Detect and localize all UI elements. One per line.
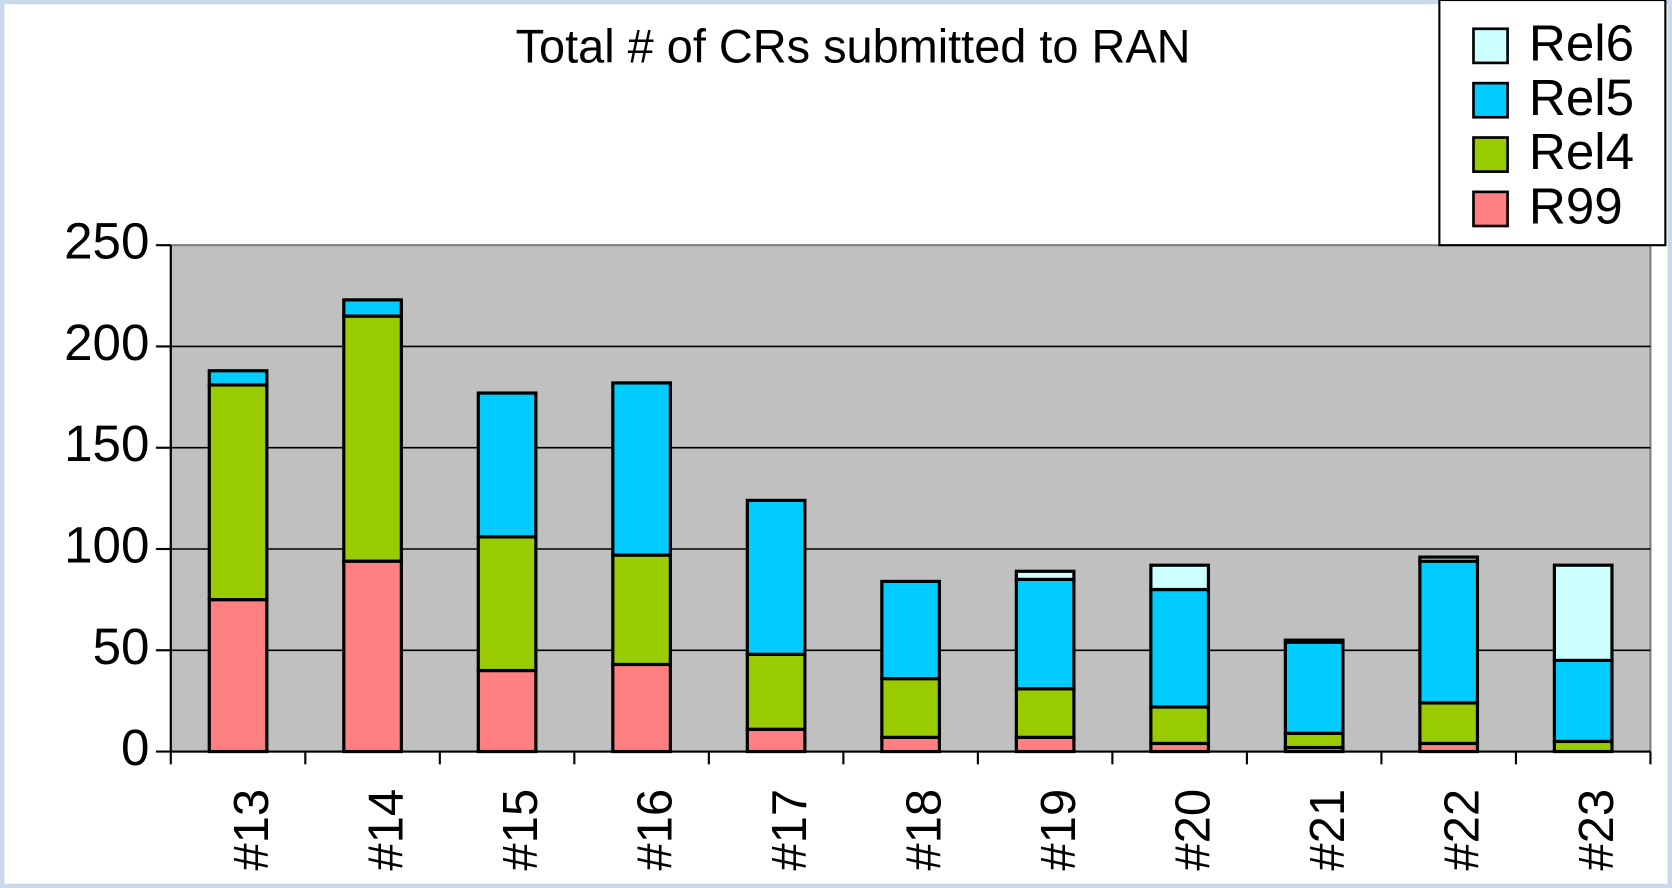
bar-segment xyxy=(1014,735,1076,754)
bar-segment xyxy=(880,579,942,681)
legend-label: Rel6 xyxy=(1529,14,1634,71)
y-tick-label: 200 xyxy=(64,314,149,371)
legend-swatch xyxy=(1472,27,1509,65)
bar-segment xyxy=(207,383,269,602)
x-tick-label: #13 xyxy=(225,789,279,871)
y-tick-label: 50 xyxy=(93,618,150,675)
bar-segment xyxy=(342,298,403,318)
x-tick-label: #18 xyxy=(898,789,952,871)
bar-segment xyxy=(1283,638,1345,644)
bar-segment xyxy=(1149,705,1211,746)
bar-segment xyxy=(880,735,942,754)
y-tick-label: 0 xyxy=(121,719,149,776)
bar-segment xyxy=(745,652,807,731)
bar-segment xyxy=(1149,563,1211,592)
bar-segment xyxy=(476,535,538,673)
bar-segment xyxy=(1552,563,1614,663)
bar-segment xyxy=(1418,701,1480,746)
x-tick-label: #22 xyxy=(1436,789,1490,871)
bar-segment xyxy=(611,553,672,667)
y-tick-label: 150 xyxy=(64,415,149,472)
legend-swatch xyxy=(1472,81,1509,119)
x-tick-label: #14 xyxy=(360,789,414,871)
x-tick-label: #23 xyxy=(1570,789,1624,871)
x-tick-label: #21 xyxy=(1301,789,1355,871)
bar-segment xyxy=(207,369,269,387)
bar-segment xyxy=(342,314,403,563)
bar-segment xyxy=(1283,731,1345,750)
bar-segment xyxy=(1418,555,1480,563)
bar-segment xyxy=(207,598,269,754)
bar-segment xyxy=(745,498,807,656)
bar-segment xyxy=(1014,687,1076,739)
bar-segment xyxy=(342,559,403,754)
y-tick-label: 100 xyxy=(64,517,149,574)
bar-segment xyxy=(1283,640,1345,735)
bar-segment xyxy=(745,727,807,754)
bar-segment xyxy=(1014,577,1076,691)
bar-segment xyxy=(1014,569,1076,581)
x-tick-label: #17 xyxy=(763,789,817,871)
chart-title: Total # of CRs submitted to RAN xyxy=(516,20,1191,72)
bar-segment xyxy=(611,381,672,557)
legend-label: R99 xyxy=(1529,178,1623,235)
legend-swatch xyxy=(1472,136,1509,173)
x-tick-label: #20 xyxy=(1167,789,1221,871)
bar-segment xyxy=(880,677,942,739)
bar-segment xyxy=(1149,587,1211,709)
legend-label: Rel4 xyxy=(1529,123,1634,180)
x-tick-label: #16 xyxy=(629,789,683,871)
bar-segment xyxy=(1552,658,1614,744)
y-tick-label: 250 xyxy=(64,213,149,270)
legend-label: Rel5 xyxy=(1529,69,1634,126)
bar-segment xyxy=(476,391,538,539)
bar-segment xyxy=(611,662,672,754)
x-tick-label: #19 xyxy=(1032,789,1086,871)
bar-segment xyxy=(1418,559,1480,705)
x-tick-label: #15 xyxy=(494,789,548,871)
bar-segment xyxy=(476,668,538,754)
legend-swatch xyxy=(1472,190,1509,228)
